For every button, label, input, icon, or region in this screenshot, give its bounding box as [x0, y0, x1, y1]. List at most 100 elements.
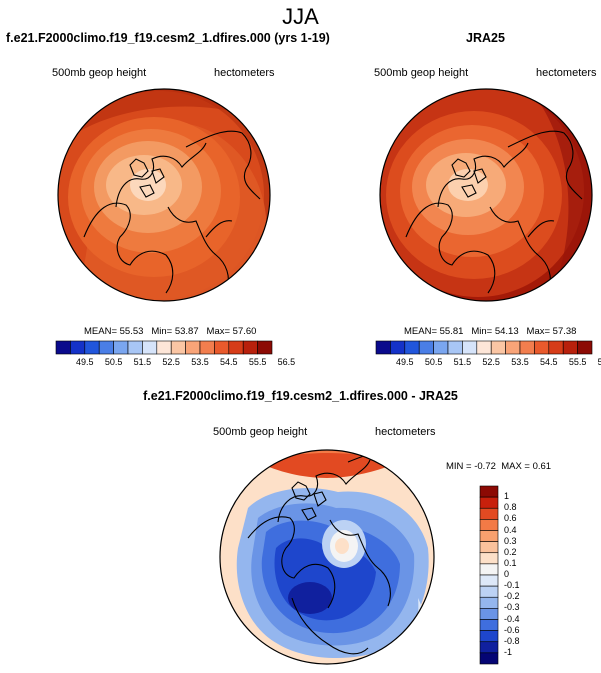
- left-units-label: hectometers: [214, 67, 275, 79]
- left-variable-label: 500mb geop height: [52, 67, 147, 79]
- colorbar-swatch: [479, 596, 499, 609]
- colorbar-tick-label: 0.3: [504, 535, 517, 546]
- diff-min-stat: MIN = -0.72: [446, 461, 496, 472]
- colorbar-swatch: [479, 574, 499, 587]
- colorbar-tick-label: 0.4: [504, 524, 517, 535]
- colorbar-tick-label: -0.2: [504, 591, 520, 602]
- colorbar-swatch: [479, 507, 499, 520]
- colorbar-tick-label: -0.4: [504, 613, 520, 624]
- colorbar-tick-label: 51.5: [133, 357, 152, 367]
- colorbar-swatch: [404, 340, 420, 355]
- diff-variable-label: 500mb geop height: [213, 426, 308, 438]
- left-panel-title: f.e21.F2000climo.f19_f19.cesm2_1.dfires.…: [6, 31, 330, 45]
- colorbar-swatch: [185, 340, 201, 355]
- diff-colorbar-ticks: 1 0.8 0.6 0.4 0.3 0.2 0.1 0 -0.1 -0.2 -0.3 -0.4 -0.6…: [504, 486, 544, 664]
- colorbar-swatch: [479, 519, 499, 531]
- colorbar-swatch: [479, 652, 499, 665]
- colorbar-swatch: [562, 340, 578, 355]
- colorbar-swatch: [534, 340, 550, 355]
- colorbar-swatch: [479, 552, 499, 565]
- colorbar-tick-label: 0.1: [504, 557, 517, 568]
- colorbar-tick-label: -0.8: [504, 635, 520, 646]
- colorbar-swatch: [156, 340, 172, 355]
- colorbar-swatch: [479, 585, 499, 598]
- left-polar-map: [57, 88, 271, 302]
- colorbar-tick-label: 0.6: [504, 513, 517, 524]
- colorbar-swatch: [479, 641, 499, 654]
- colorbar-tick-label: 50.5: [104, 357, 123, 367]
- right-units-label: hectometers: [536, 67, 597, 79]
- colorbar-tick-label: 0: [504, 569, 510, 579]
- colorbar-swatch: [447, 340, 463, 355]
- colorbar-swatch: [214, 340, 230, 355]
- colorbar-tick-label: 53.5: [191, 357, 209, 367]
- colorbar-swatch: [548, 340, 564, 355]
- colorbar-swatch: [242, 340, 258, 355]
- left-colorbar-ticks: 49.5 50.5 51.5 52.5 53.5 54.5 55.5 56.5: [56, 357, 295, 369]
- colorbar-swatch: [257, 340, 273, 355]
- colorbar-tick-label: 52.5: [482, 357, 500, 367]
- right-max-stat: Max= 57.38: [526, 326, 577, 337]
- left-mean-stat: MEAN= 55.53: [84, 326, 144, 337]
- colorbar-swatch: [479, 541, 499, 554]
- colorbar-swatch: [142, 340, 158, 355]
- diff-colorbar: [479, 485, 499, 665]
- colorbar-tick-label: 50.5: [424, 357, 443, 367]
- colorbar-tick-label: 0.2: [504, 546, 517, 557]
- colorbar-tick-label: 55.5: [568, 357, 587, 367]
- colorbar-swatch: [505, 340, 521, 355]
- colorbar-tick-label: -0.6: [504, 624, 520, 635]
- right-colorbar-ticks: 49.5 50.5 51.5 52.5 53.5 54.5 55.5 56.5: [376, 357, 601, 369]
- colorbar-swatch: [479, 619, 499, 631]
- colorbar-tick-label: 1: [504, 491, 510, 502]
- diff-polar-map: [219, 449, 435, 665]
- colorbar-swatch: [84, 340, 100, 355]
- colorbar-tick-label: -0.1: [504, 580, 520, 591]
- colorbar-swatch: [390, 340, 406, 355]
- colorbar-swatch: [127, 340, 143, 355]
- diff-units-label: hectometers: [375, 426, 436, 438]
- colorbar-swatch: [433, 340, 449, 355]
- colorbar-tick-label: 56.5: [277, 357, 296, 367]
- right-variable-label: 500mb geop height: [374, 67, 469, 79]
- colorbar-tick-label: 54.5: [220, 357, 238, 367]
- colorbar-tick-label: -1: [504, 646, 513, 657]
- colorbar-tick-label: 56.5: [597, 357, 601, 367]
- colorbar-swatch: [55, 340, 71, 355]
- colorbar-tick-label: 51.5: [453, 357, 472, 367]
- colorbar-swatch: [577, 340, 593, 355]
- right-colorbar: [375, 340, 593, 355]
- colorbar-swatch: [479, 563, 499, 576]
- colorbar-swatch: [228, 340, 244, 355]
- colorbar-swatch: [199, 340, 215, 355]
- colorbar-swatch: [479, 630, 499, 643]
- left-min-stat: Min= 53.87: [151, 326, 199, 337]
- colorbar-tick-label: 0.8: [504, 502, 517, 513]
- colorbar-tick-label: 54.5: [540, 357, 558, 367]
- colorbar-swatch: [479, 485, 499, 498]
- colorbar-swatch: [113, 340, 129, 355]
- diff-panel-title: f.e21.F2000climo.f19_f19.cesm2_1.dfires.…: [143, 389, 458, 403]
- colorbar-swatch: [170, 340, 186, 355]
- colorbar-tick-label: 55.5: [248, 357, 267, 367]
- colorbar-swatch: [462, 340, 478, 355]
- colorbar-tick-label: 49.5: [396, 357, 414, 367]
- colorbar-tick-label: 53.5: [511, 357, 529, 367]
- left-colorbar: [55, 340, 273, 355]
- colorbar-swatch: [479, 496, 499, 509]
- colorbar-swatch: [70, 340, 86, 355]
- diff-max-stat: MAX = 0.61: [501, 461, 552, 472]
- right-panel-title: JRA25: [466, 31, 505, 45]
- colorbar-swatch: [479, 608, 499, 620]
- right-polar-map: [379, 88, 593, 302]
- colorbar-swatch: [490, 340, 506, 355]
- colorbar-tick-label: 52.5: [162, 357, 180, 367]
- colorbar-tick-label: 49.5: [76, 357, 94, 367]
- colorbar-swatch: [479, 530, 499, 542]
- colorbar-swatch: [418, 340, 434, 355]
- right-min-stat: Min= 54.13: [471, 326, 519, 337]
- colorbar-swatch: [98, 340, 114, 355]
- figure-title: JJA: [282, 4, 319, 29]
- colorbar-swatch: [476, 340, 492, 355]
- colorbar-swatch: [375, 340, 391, 355]
